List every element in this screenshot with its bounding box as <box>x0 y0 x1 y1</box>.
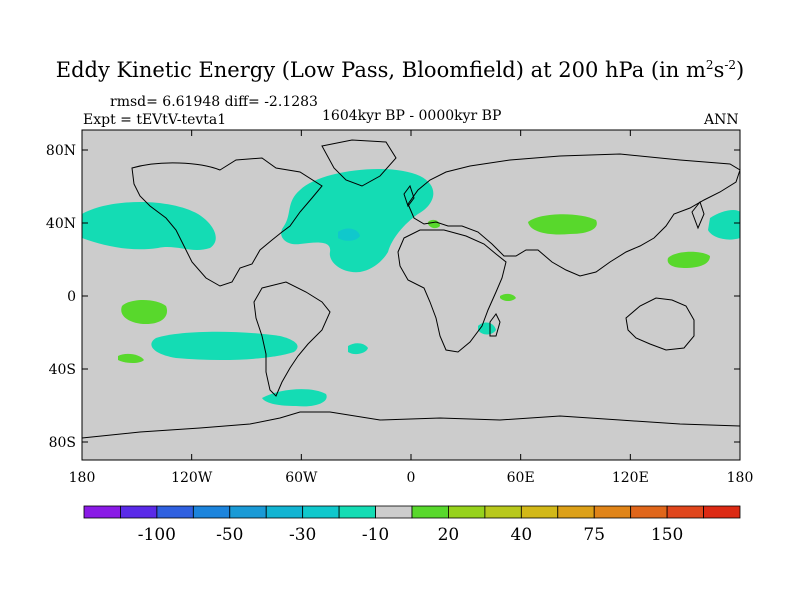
colorbar-swatch <box>338 505 376 519</box>
lon-label: 60W <box>285 470 318 486</box>
coast-madagascar <box>489 313 501 337</box>
lon-label: 120E <box>612 470 649 486</box>
colorbar-label: -10 <box>362 525 389 545</box>
lat-label: 40N <box>46 216 76 232</box>
colorbar-swatch <box>703 505 741 519</box>
coast-australia <box>625 297 695 351</box>
colorbar-label: 150 <box>651 525 683 545</box>
colorbar-label: -100 <box>138 525 176 545</box>
colorbar-label: -30 <box>289 525 316 545</box>
lon-label: 60E <box>507 470 535 486</box>
lat-label: 0 <box>67 289 76 305</box>
coast-japan <box>691 200 705 230</box>
lon-label: 180 <box>727 470 754 486</box>
colorbar-swatch <box>666 505 704 519</box>
coast-south-america <box>253 281 331 397</box>
region-north-pacific-west <box>82 202 216 250</box>
region-tropical-pacific <box>121 300 168 324</box>
coast-greenland <box>321 139 397 187</box>
lat-label: 80S <box>49 435 76 451</box>
strong-negative-regions <box>338 228 360 241</box>
region-south-atlantic-small <box>348 343 368 355</box>
negative-anomaly-regions <box>82 168 740 407</box>
experiment-label: Expt = tEVtV-tevta1 <box>83 112 227 128</box>
colorbar-label: 40 <box>511 525 533 545</box>
colorbar-swatch <box>229 505 267 519</box>
coast-africa <box>397 229 507 353</box>
colorbar-swatch <box>192 505 231 519</box>
region-south-pacific-small <box>118 353 144 363</box>
region-south-pacific <box>151 331 298 360</box>
colorbar-swatch <box>265 505 304 519</box>
lon-label: 180 <box>69 470 96 486</box>
colorbar-swatch <box>156 505 194 519</box>
colorbar-label: 75 <box>583 525 605 545</box>
coast-uk <box>403 184 415 208</box>
positive-anomaly-regions <box>118 214 710 363</box>
lon-label: 0 <box>407 470 416 486</box>
lat-label: 80N <box>46 143 76 159</box>
region-atlantic-core <box>338 228 360 241</box>
colorbar-swatch <box>120 505 158 519</box>
colorbar-swatch <box>484 505 522 519</box>
colorbar: -100 -50 -30 -10 20 40 75 150 <box>83 505 741 545</box>
region-central-asia <box>528 214 597 235</box>
colorbar-swatch <box>593 505 632 519</box>
coastlines <box>81 139 741 439</box>
colorbar-label: 20 <box>438 525 460 545</box>
longitude-axis: 180 120W 60W 0 60E 120E 180 <box>69 130 754 486</box>
plot-title: Eddy Kinetic Energy (Low Pass, Bloomfiel… <box>55 58 745 82</box>
region-north-pacific-east <box>708 210 740 240</box>
coast-north-america <box>131 157 323 287</box>
colorbar-swatch <box>520 505 559 519</box>
colorbar-swatch <box>411 505 449 519</box>
region-southern-ocean <box>262 389 327 407</box>
coast-eurasia <box>407 153 741 277</box>
stats-text: rmsd= 6.61948 diff= -2.1283 <box>110 94 318 110</box>
colorbar-swatch <box>302 505 340 519</box>
colorbar-swatch <box>83 505 121 519</box>
colorbar-label: -50 <box>216 525 243 545</box>
colorbar-swatch <box>375 505 413 519</box>
region-west-pacific <box>667 251 710 268</box>
season-label: ANN <box>704 112 739 128</box>
latitude-axis: 80N 40N 0 40S 80S <box>46 143 740 451</box>
map-area <box>81 129 741 461</box>
colorbar-swatch <box>448 505 486 519</box>
lon-label: 120W <box>171 470 213 486</box>
period-label: 1604kyr BP - 0000kyr BP <box>322 108 502 124</box>
coast-antarctica <box>81 411 741 439</box>
colorbar-swatch <box>557 505 595 519</box>
colorbar-swatch <box>630 505 668 519</box>
lat-label: 40S <box>49 362 76 378</box>
region-indian-ocean <box>500 293 516 301</box>
region-north-atlantic <box>281 168 434 273</box>
